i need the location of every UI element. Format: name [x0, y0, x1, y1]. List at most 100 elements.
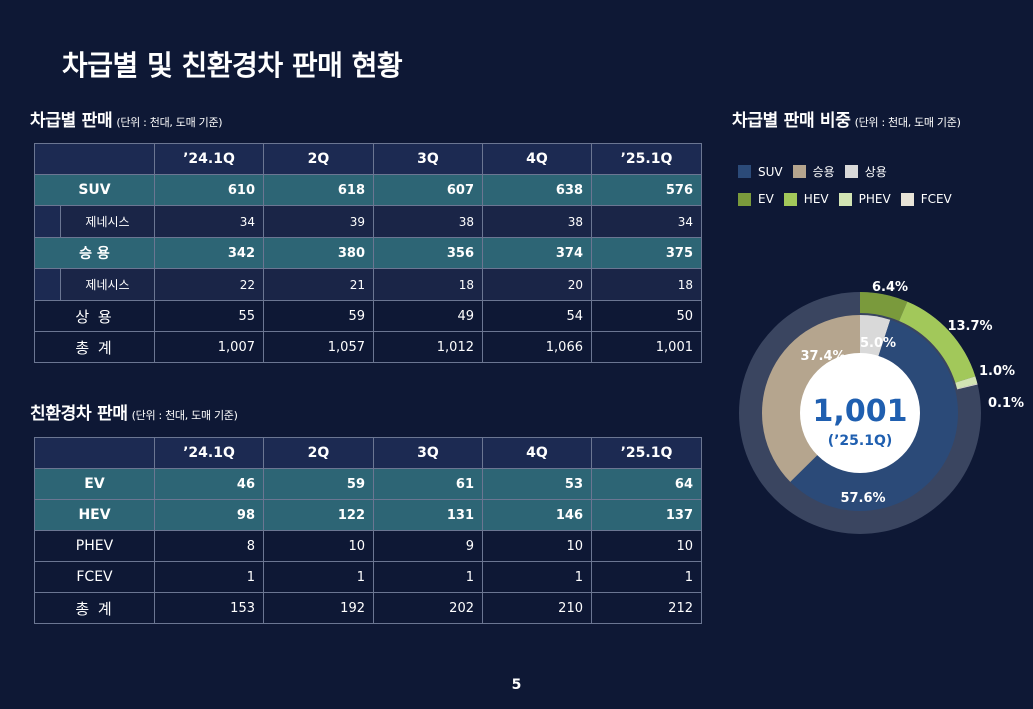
share-title-text: 차급별 판매 비중 — [732, 111, 851, 131]
eco-row-label: HEV — [34, 499, 155, 531]
eco-row-label: FCEV — [34, 561, 155, 593]
legend-item: 승용 — [792, 163, 835, 180]
legend-label: HEV — [803, 192, 829, 206]
legend-item: 상용 — [844, 163, 887, 180]
legend-swatch — [783, 192, 797, 206]
segment-table-cell: 374 — [482, 237, 592, 269]
eco-column-header: ’25.1Q — [591, 437, 702, 469]
donut-center — [800, 353, 920, 473]
segment-sub-indent — [35, 269, 61, 300]
segment-table-cell: 21 — [263, 268, 374, 301]
segment-table-cell: 342 — [154, 237, 264, 269]
outer-slice-phev — [955, 376, 978, 389]
legend-label: 상용 — [864, 165, 887, 179]
segment-sub-indent — [35, 206, 61, 237]
legend-label: FCEV — [920, 192, 952, 206]
legend-label: 승용 — [812, 165, 835, 179]
eco-row-label: PHEV — [34, 530, 155, 562]
segment-table-cell: 1,066 — [482, 331, 592, 363]
eco-table-cell: 46 — [154, 468, 264, 500]
segment-table-cell: 1,007 — [154, 331, 264, 363]
data-label-phev: 1.0% — [979, 364, 1015, 379]
data-label-ev: 6.4% — [872, 280, 908, 295]
segment-table-cell: 38 — [482, 205, 592, 238]
segment-sub-label: 제네시스 — [85, 278, 130, 292]
eco-header-row: ’24.1Q 2Q 3Q 4Q ’25.1Q — [34, 437, 702, 469]
eco-table-cell: 131 — [373, 499, 483, 531]
segment-table-cell: 34 — [591, 205, 702, 238]
segment-column-header: ’24.1Q — [154, 143, 264, 175]
segment-column-header: 4Q — [482, 143, 592, 175]
eco-table-cell: 1 — [154, 561, 264, 593]
segment-sales-table: ’24.1Q 2Q 3Q 4Q ’25.1Q SUV 610 618 607 638 576 제네시스… — [34, 143, 702, 363]
segment-table-cell: 356 — [373, 237, 483, 269]
legend-row-segments: SUV 승용 상용 — [738, 163, 897, 180]
segment-table-cell: 607 — [373, 174, 483, 206]
eco-table-cell: 192 — [263, 592, 374, 624]
outer-slice-hev — [899, 301, 976, 383]
legend-swatch — [738, 165, 751, 178]
segment-table-cell: 380 — [263, 237, 374, 269]
eco-column-header: 3Q — [373, 437, 483, 469]
eco-table-row: FCEV 1 1 1 1 1 — [34, 561, 702, 593]
segment-table-cell: 576 — [591, 174, 702, 206]
eco-table-cell: 212 — [591, 592, 702, 624]
eco-table-cell: 210 — [482, 592, 592, 624]
eco-column-header: 2Q — [263, 437, 374, 469]
legend-item: EV — [738, 192, 774, 206]
segment-row-label: 상 용 — [34, 300, 155, 332]
segment-table-cell: 49 — [373, 300, 483, 332]
eco-title-text: 친환경차 판매 — [30, 404, 128, 424]
eco-column-header: 4Q — [482, 437, 592, 469]
segment-table-cell: 55 — [154, 300, 264, 332]
segment-column-header: 2Q — [263, 143, 374, 175]
segment-table-row: SUV 610 618 607 638 576 — [34, 174, 702, 206]
eco-row-label: EV — [34, 468, 155, 500]
legend-item: HEV — [783, 192, 829, 206]
eco-table-row: EV 46 59 61 53 64 — [34, 468, 702, 500]
legend-label: PHEV — [858, 192, 891, 206]
legend-label: EV — [758, 192, 774, 206]
segment-row-label: 승 용 — [34, 237, 155, 269]
eco-table-cell: 146 — [482, 499, 592, 531]
share-donut-chart: 1,001 (’25.1Q) 5.0% 37.4% 57.6% 6.4% 13.7% 1.0%… — [739, 280, 1024, 534]
eco-table-cell: 1 — [373, 561, 483, 593]
share-section-title: 차급별 판매 비중 (단위 : 천대, 도매 기준) — [732, 106, 961, 131]
legend-swatch — [738, 192, 751, 206]
eco-header-corner — [34, 437, 155, 469]
data-label-commercial: 5.0% — [860, 336, 896, 351]
segment-table-cell: 22 — [154, 268, 264, 301]
page-title: 차급별 및 친환경차 판매 현황 — [62, 49, 403, 82]
eco-table-cell: 98 — [154, 499, 264, 531]
eco-table-cell: 153 — [154, 592, 264, 624]
outer-slice-fcev — [957, 383, 978, 390]
eco-row-label: 총 계 — [34, 592, 155, 624]
segment-table-cell: 1,001 — [591, 331, 702, 363]
eco-table-cell: 64 — [591, 468, 702, 500]
eco-table-row: HEV 98 122 131 146 137 — [34, 499, 702, 531]
segment-table-cell: 18 — [591, 268, 702, 301]
eco-sales-table: ’24.1Q 2Q 3Q 4Q ’25.1Q EV 46 59 61 53 64 HEV 98 122 13… — [34, 437, 702, 624]
segment-row-label: 제네시스 — [34, 268, 155, 301]
outer-slice-ev — [860, 292, 908, 321]
segment-table-row: 상 용 55 59 49 54 50 — [34, 300, 702, 332]
eco-table-cell: 1 — [591, 561, 702, 593]
segment-table-row: 승 용 342 380 356 374 375 — [34, 237, 702, 269]
legend-swatch — [900, 192, 914, 206]
legend-item: SUV — [738, 165, 783, 179]
segment-column-header: ’25.1Q — [591, 143, 702, 175]
eco-table-cell: 9 — [373, 530, 483, 562]
segment-table-row: 총 계 1,007 1,057 1,012 1,066 1,001 — [34, 331, 702, 363]
eco-table-cell: 8 — [154, 530, 264, 562]
segment-unit: (단위 : 천대, 도매 기준) — [116, 116, 223, 129]
segment-header-corner — [34, 143, 155, 175]
segment-row-label: SUV — [34, 174, 155, 206]
eco-table-cell: 202 — [373, 592, 483, 624]
segment-table-cell: 610 — [154, 174, 264, 206]
segment-table-cell: 20 — [482, 268, 592, 301]
eco-table-row: PHEV 8 10 9 10 10 — [34, 530, 702, 562]
share-unit: (단위 : 천대, 도매 기준) — [854, 116, 961, 129]
eco-table-cell: 61 — [373, 468, 483, 500]
segment-table-cell: 618 — [263, 174, 374, 206]
segment-table-cell: 1,057 — [263, 331, 374, 363]
